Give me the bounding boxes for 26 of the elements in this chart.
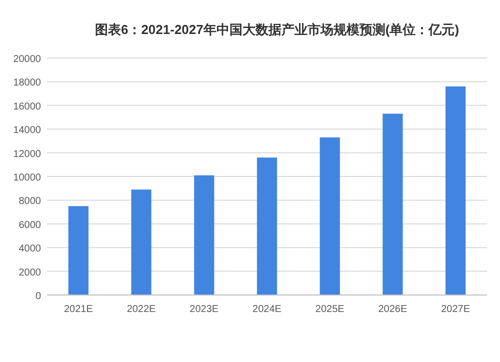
y-tick-label: 8000 bbox=[18, 196, 42, 208]
x-tick-label: 2026E bbox=[378, 304, 408, 315]
bar bbox=[68, 206, 88, 295]
x-tick-label: 2022E bbox=[126, 304, 156, 315]
bar bbox=[131, 190, 152, 295]
y-tick-label: 6000 bbox=[18, 220, 42, 231]
x-tick-label: 2027E bbox=[441, 304, 470, 315]
y-tick-label: 12000 bbox=[13, 148, 42, 160]
y-tick-label: 10000 bbox=[13, 172, 42, 184]
y-tick-label: 20000 bbox=[13, 54, 42, 65]
chart-title: 图表6：2021-2027年中国大数据产业市场规模预测(单位：亿元) bbox=[94, 22, 460, 37]
bar bbox=[382, 114, 403, 295]
y-tick-label: 2000 bbox=[18, 267, 42, 278]
y-tick-label: 18000 bbox=[13, 78, 42, 89]
bar bbox=[256, 158, 278, 295]
y-tick-label: 16000 bbox=[13, 101, 42, 112]
x-tick-label: 2021E bbox=[64, 304, 94, 315]
y-tick-label: 0 bbox=[35, 291, 42, 302]
y-tick-label: 4000 bbox=[18, 244, 42, 255]
x-tick-label: 2024E bbox=[252, 304, 282, 315]
bar bbox=[194, 175, 214, 295]
bar bbox=[446, 86, 466, 295]
x-tick-label: 2025E bbox=[315, 304, 345, 315]
y-tick-label: 14000 bbox=[13, 125, 42, 136]
x-tick-label: 2023E bbox=[190, 304, 219, 315]
bar bbox=[320, 137, 340, 295]
